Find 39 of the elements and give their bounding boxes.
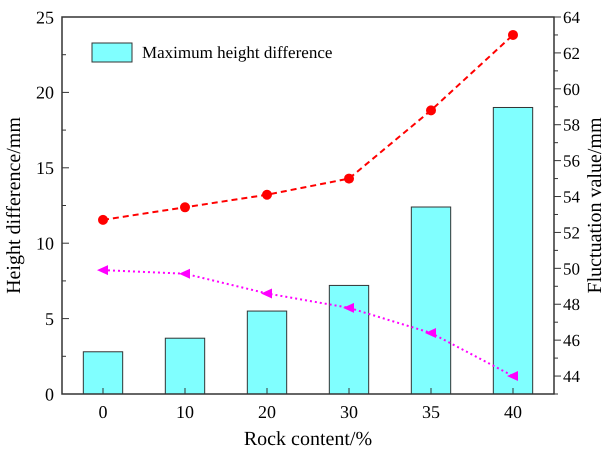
x-axis-title: Rock content/% (244, 428, 372, 450)
y-tick-label: 5 (45, 308, 54, 329)
point (425, 328, 436, 338)
y2-tick-label: 56 (563, 152, 580, 171)
point (507, 371, 518, 382)
y2-tick-label: 44 (563, 367, 580, 386)
y2-tick-label: 48 (563, 295, 580, 314)
x-tick-label: 35 (422, 402, 440, 422)
y-tick-label: 20 (36, 82, 54, 103)
legend-label: Maximum height difference (142, 42, 332, 62)
x-tick-label: 30 (340, 402, 358, 422)
point (261, 288, 272, 298)
point (262, 190, 272, 200)
y2-tick-label: 52 (563, 223, 580, 242)
y2-tick-label: 64 (563, 8, 580, 27)
y2-tick-label: 54 (563, 187, 580, 206)
y-tick-label: 15 (36, 158, 54, 178)
point (508, 30, 518, 40)
point (179, 268, 190, 279)
x-tick-label: 0 (98, 402, 108, 422)
x-tick-label: 40 (504, 402, 522, 422)
y-tick-label: 10 (36, 234, 54, 254)
x-tick-label: 10 (176, 402, 194, 422)
x-tick-label: 20 (258, 402, 276, 422)
y-tick-label: 25 (36, 7, 54, 28)
y2-tick-label: 60 (563, 80, 580, 99)
y2-axis-title: Fluctuation value/mm (584, 117, 606, 294)
point (180, 202, 190, 212)
point (426, 105, 436, 116)
y2-tick-label: 46 (563, 331, 580, 350)
point (98, 214, 108, 225)
y2-tick-label: 58 (563, 116, 580, 135)
point (344, 174, 354, 184)
y2-tick-label: 50 (563, 259, 580, 278)
y-tick-label: 0 (45, 384, 54, 404)
point (343, 302, 354, 313)
point (97, 265, 108, 276)
y2-tick-label: 62 (563, 44, 580, 63)
y-axis-title: Height difference/mm (3, 116, 25, 294)
